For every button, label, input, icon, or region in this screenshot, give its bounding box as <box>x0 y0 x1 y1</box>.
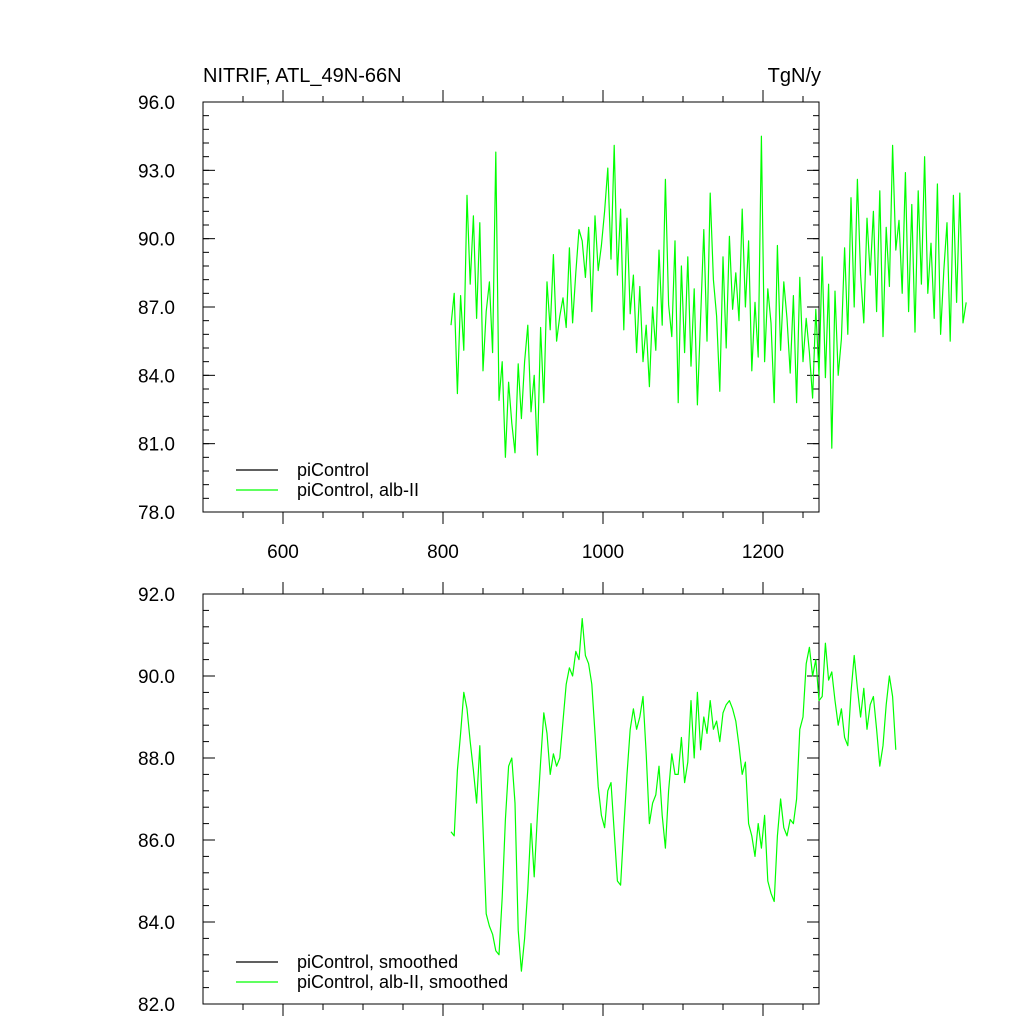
y-tick-label: 81.0 <box>138 435 175 456</box>
y-tick-label: 96.0 <box>138 93 175 114</box>
y-tick-label: 93.0 <box>138 161 175 182</box>
top-chart-panel: NITRIF, ATL_49N-66N TgN/y 96.0 93.0 90.0 87… <box>138 65 967 563</box>
legend-label-alb-ii-smoothed: piControl, alb-II, smoothed <box>297 972 508 992</box>
axis-ticks: 96.0 93.0 90.0 87.0 84.0 81.0 78.0 600 800 1000 12… <box>138 90 819 563</box>
legend: piControl piControl, alb-II <box>236 460 419 500</box>
plot-frame <box>202 101 820 513</box>
series-line-picontrol-alb-ii-smoothed <box>450 617 897 972</box>
legend-label-alb-ii: piControl, alb-II <box>297 480 419 500</box>
y-tick-label: 87.0 <box>138 298 175 319</box>
y-tick-label: 92.0 <box>138 585 175 606</box>
legend-label-picontrol-smoothed: piControl, smoothed <box>297 952 458 972</box>
x-tick-label: 1000 <box>582 542 624 563</box>
y-tick-label: 78.0 <box>138 503 175 524</box>
x-tick-label: 600 <box>267 542 299 563</box>
legend: piControl, smoothed piControl, alb-II, s… <box>236 952 508 992</box>
y-tick-label: 84.0 <box>138 366 175 387</box>
y-tick-label: 86.0 <box>138 831 175 852</box>
series-lines <box>450 617 897 972</box>
axis-ticks: 92.0 90.0 88.0 86.0 84.0 82.0 <box>138 582 819 1016</box>
series-line-picontrol-alb-ii <box>450 135 967 458</box>
y-tick-label: 90.0 <box>138 667 175 688</box>
bottom-chart-panel: 92.0 90.0 88.0 86.0 84.0 82.0 piControl, smoo… <box>138 582 897 1016</box>
legend-label-picontrol: piControl <box>297 460 369 480</box>
chart-title-left: NITRIF, ATL_49N-66N <box>203 65 402 87</box>
series-lines <box>450 135 967 458</box>
x-tick-label: 800 <box>427 542 459 563</box>
y-tick-label: 82.0 <box>138 995 175 1016</box>
chart-title-right: TgN/y <box>768 65 821 87</box>
y-tick-label: 88.0 <box>138 749 175 770</box>
plot-frame <box>202 593 820 1005</box>
y-tick-label: 90.0 <box>138 230 175 251</box>
y-tick-label: 84.0 <box>138 913 175 934</box>
x-tick-label: 1200 <box>742 542 784 563</box>
